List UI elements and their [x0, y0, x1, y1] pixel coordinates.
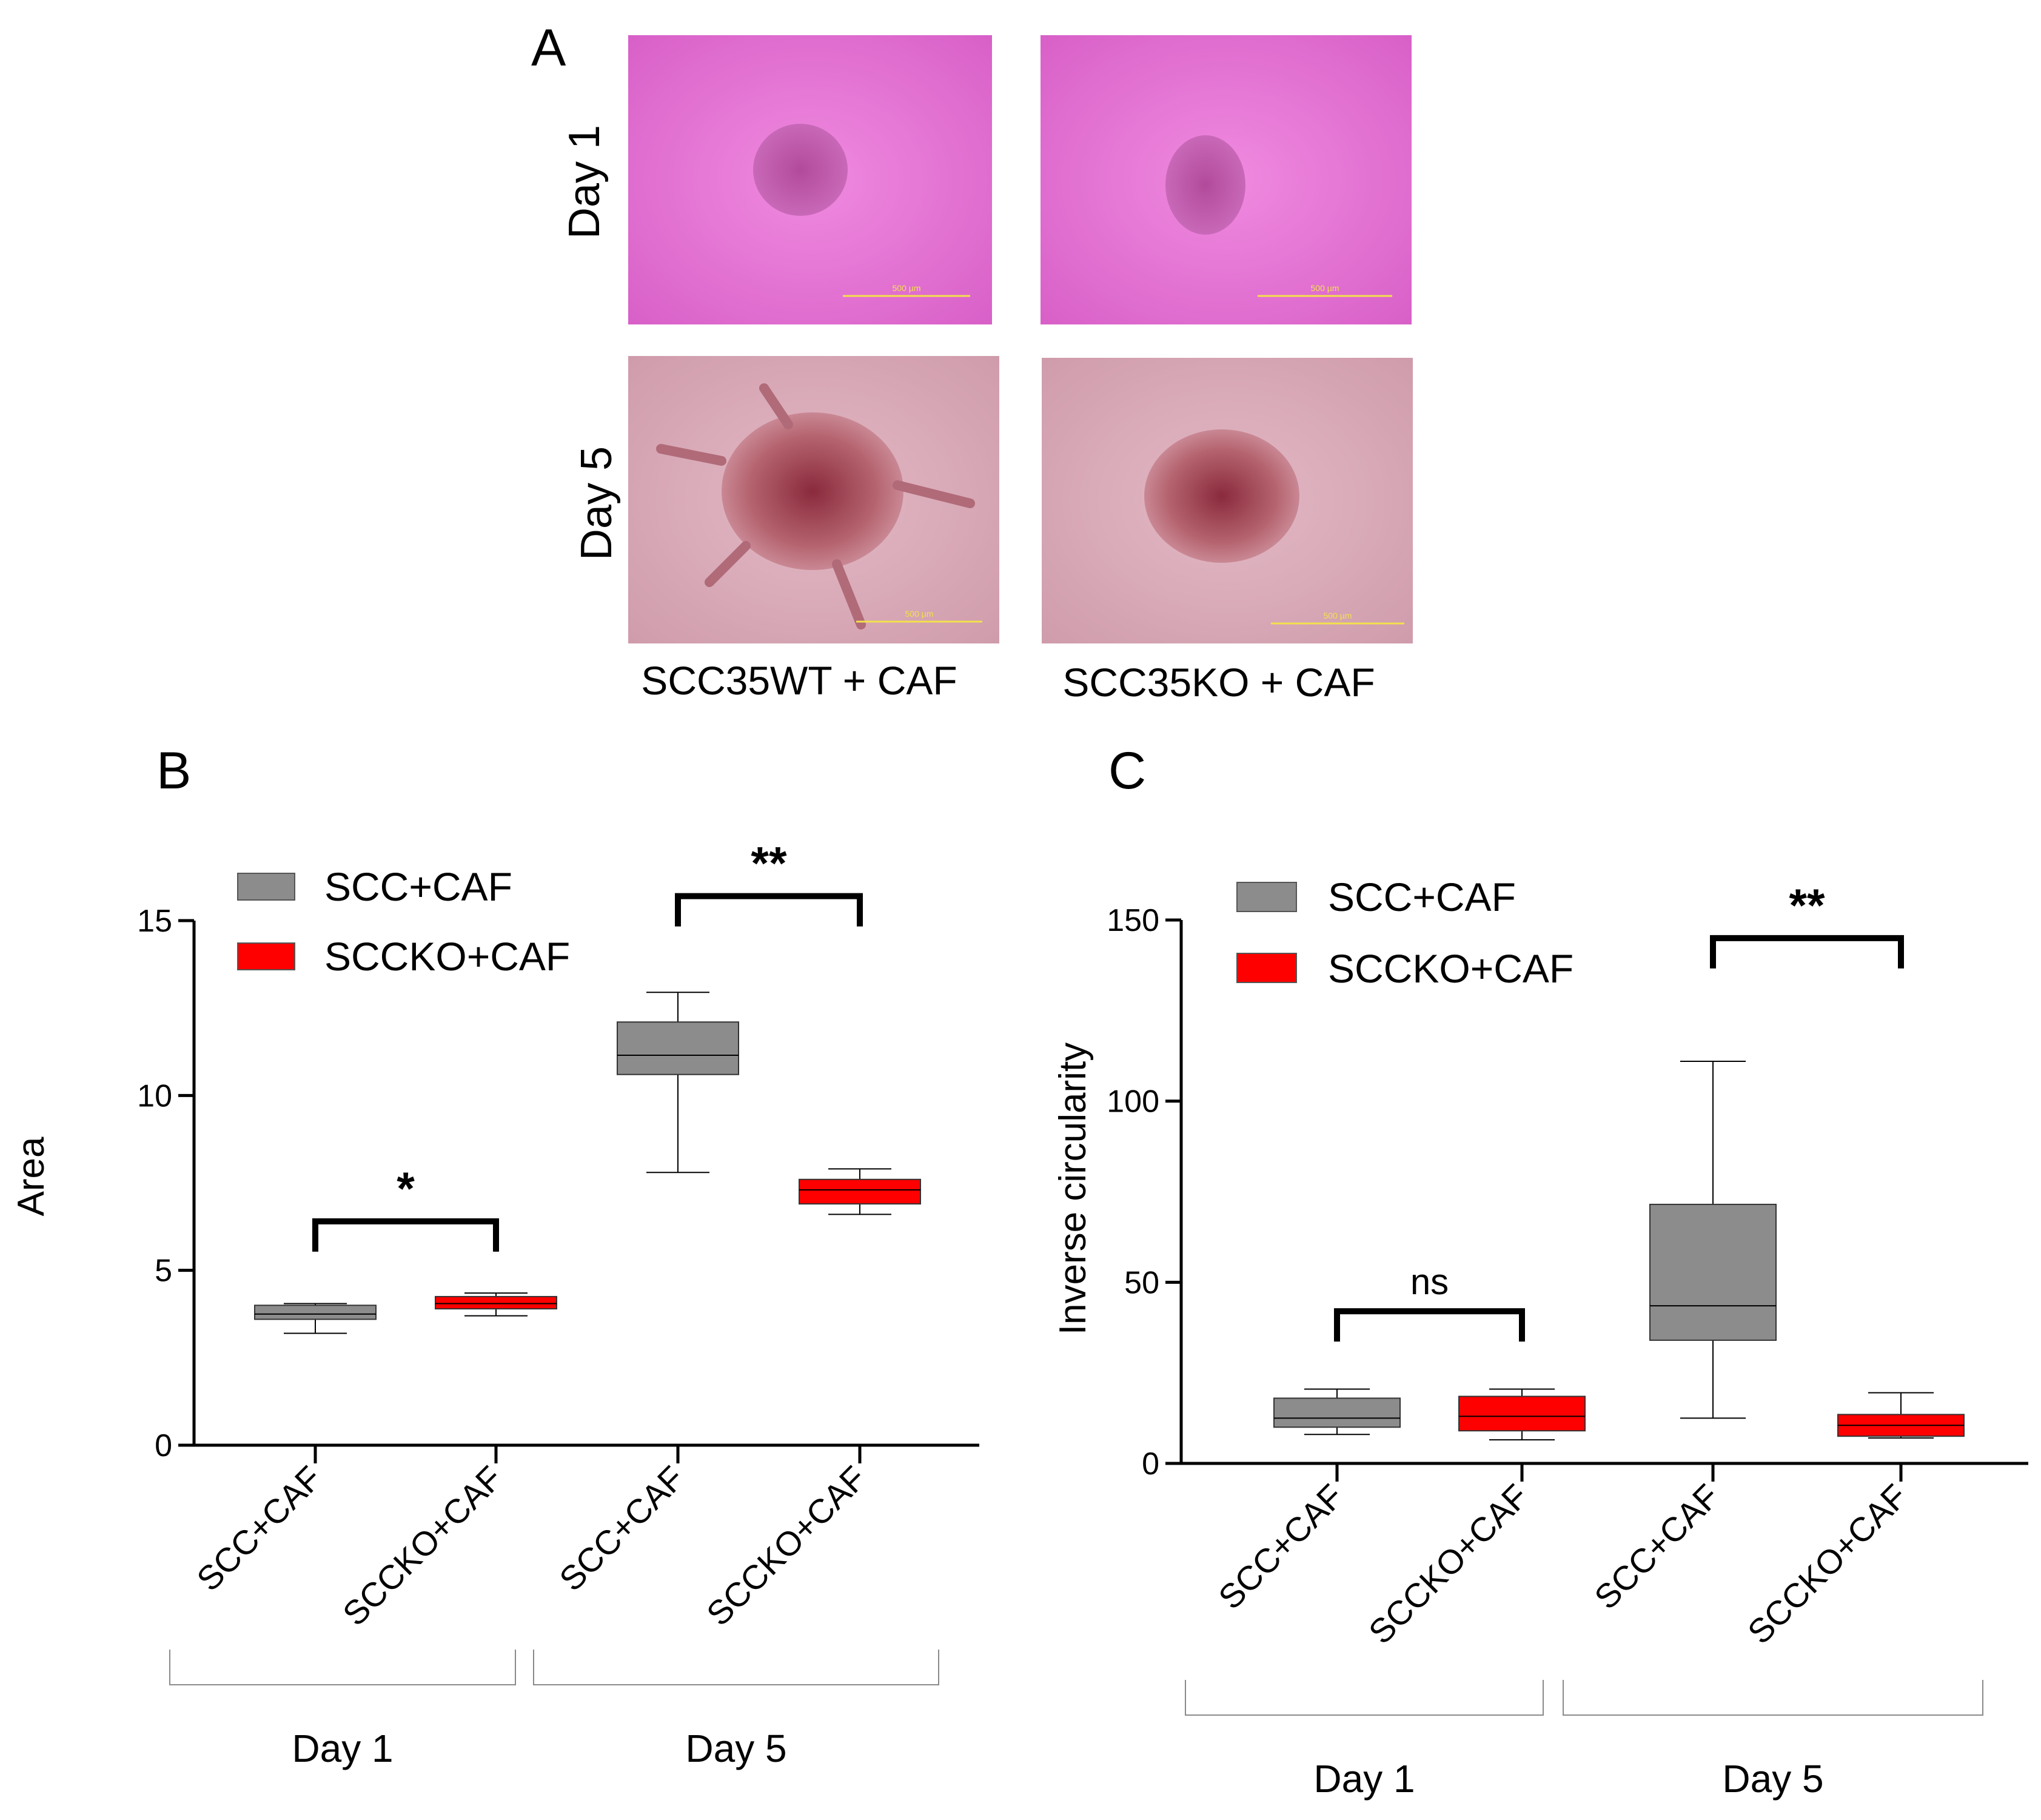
y-tick-label: 100	[1107, 1084, 1159, 1120]
group-bracket	[533, 1650, 939, 1685]
x-category-label: SCC+CAF	[552, 1459, 691, 1598]
box-2	[435, 1295, 557, 1310]
significance-label: **	[1789, 880, 1825, 932]
spheroid	[1144, 429, 1299, 563]
scale-bar-label: 500 µm	[1311, 283, 1339, 293]
legend-label-scc: SCC+CAF	[1328, 875, 1516, 919]
x-category-label: SCCKO+CAF	[1361, 1477, 1536, 1651]
panel-b-letter: B	[156, 742, 191, 800]
y-tick-label: 50	[1124, 1265, 1159, 1300]
box-1	[254, 1305, 377, 1320]
x-category-label: SCC+CAF	[1211, 1477, 1350, 1616]
legend-swatch-scc	[1236, 882, 1297, 912]
spheroid	[1165, 135, 1245, 235]
y-tick-label: 15	[137, 904, 172, 939]
panel-a-letter: A	[531, 19, 566, 77]
spheroid	[753, 124, 848, 216]
column-label-wt: SCC35WT + CAF	[641, 658, 957, 703]
panel-c-letter: C	[1108, 742, 1146, 800]
box-4	[799, 1178, 921, 1205]
significance-label: **	[751, 838, 787, 890]
x-category-label: SCCKO+CAF	[335, 1459, 510, 1633]
group-label: Day 1	[1313, 1757, 1415, 1801]
significance-bracket	[312, 1218, 499, 1252]
box-1	[1273, 1397, 1401, 1428]
y-tick-label: 150	[1107, 903, 1159, 938]
x-category-label: SCC+CAF	[1587, 1477, 1726, 1616]
column-label-ko: SCC35KO + CAF	[1062, 660, 1375, 705]
group-label: Day 5	[1722, 1757, 1823, 1801]
legend: SCC+CAF SCCKO+CAF	[237, 864, 570, 979]
significance-bracket	[1710, 935, 1904, 969]
y-tick-label: 0	[1142, 1446, 1159, 1482]
box-3	[617, 1021, 739, 1075]
scale-bar-label: 500 µm	[1324, 611, 1352, 620]
significance-label: *	[397, 1163, 415, 1215]
y-axis-label: Inverse circularity	[1052, 1043, 1094, 1335]
spheroid	[722, 412, 903, 570]
significance-bracket	[675, 893, 863, 927]
scale-bar-label: 500 µm	[905, 609, 934, 619]
legend-swatch-scc-ko	[237, 942, 295, 970]
y-tick-label: 5	[155, 1254, 172, 1289]
group-bracket	[169, 1650, 516, 1685]
micrograph-day5-ko: 500 µm	[1042, 358, 1413, 643]
significance-label: ns	[1410, 1261, 1449, 1302]
legend-label-scc-ko: SCCKO+CAF	[324, 934, 570, 979]
legend-label-scc: SCC+CAF	[324, 864, 512, 909]
row-label-day1: Day 1	[560, 125, 609, 239]
legend-label-scc-ko: SCCKO+CAF	[1328, 946, 1573, 991]
x-category-label: SCC+CAF	[189, 1459, 329, 1598]
group-bracket	[1185, 1680, 1544, 1716]
legend-swatch-scc	[237, 873, 295, 901]
scale-bar-label: 500 µm	[893, 283, 921, 293]
x-category-label: SCCKO+CAF	[1740, 1477, 1915, 1651]
legend-swatch-scc-ko	[1236, 953, 1297, 983]
micrograph-day5-wt: 500 µm	[628, 356, 999, 643]
box-3	[1649, 1203, 1777, 1341]
y-tick-label: 10	[137, 1078, 172, 1113]
box-2	[1458, 1395, 1586, 1432]
group-label: Day 5	[685, 1727, 786, 1770]
row-label-day5: Day 5	[572, 446, 621, 560]
group-label: Day 1	[292, 1727, 393, 1770]
x-category-label: SCCKO+CAF	[699, 1459, 874, 1633]
micrograph-day1-ko: 500 µm	[1041, 35, 1412, 324]
y-axis-label: Area	[10, 1137, 52, 1216]
y-tick-label: 0	[155, 1428, 172, 1463]
micrograph-day1-wt: 500 µm	[628, 35, 992, 324]
significance-bracket	[1334, 1308, 1525, 1342]
group-bracket	[1563, 1680, 1983, 1716]
legend: SCC+CAF SCCKO+CAF	[1236, 875, 1573, 991]
panel-a: A Day 1 Day 5 500 µm 500 µm 500 µm	[531, 19, 1413, 705]
